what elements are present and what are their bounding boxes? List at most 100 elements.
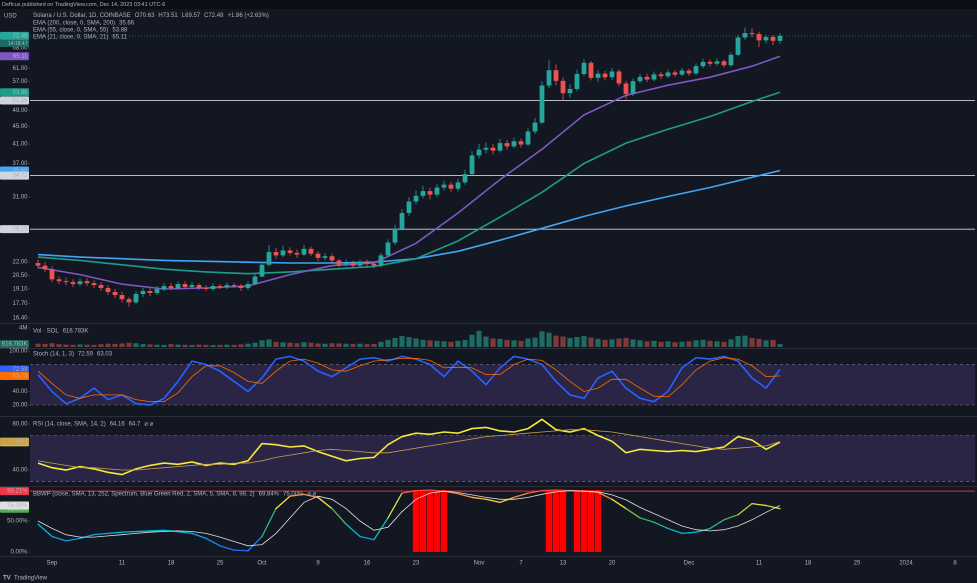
axis-badge-label: 98.21% bbox=[7, 489, 28, 495]
candle-body bbox=[623, 83, 629, 94]
candle-body bbox=[392, 229, 398, 243]
indicator-line bbox=[37, 418, 781, 476]
axis-badge-label: 72.48 bbox=[12, 34, 28, 40]
volume-bar bbox=[294, 343, 300, 347]
volume-bar bbox=[196, 344, 202, 347]
volume-bar bbox=[469, 334, 475, 347]
volume-bar bbox=[336, 343, 342, 347]
y-tick-label: 40.00 bbox=[12, 468, 28, 474]
candle-body bbox=[119, 295, 125, 300]
volume-bar bbox=[84, 344, 90, 347]
candle-body bbox=[238, 286, 244, 288]
candle-body bbox=[105, 287, 111, 292]
axis-badge-label: 65.11 bbox=[13, 54, 28, 60]
currency-label: USD bbox=[4, 14, 17, 20]
volume-bar bbox=[756, 338, 762, 347]
volume-bar bbox=[483, 336, 489, 347]
volume-bar bbox=[728, 339, 734, 347]
volume-bar bbox=[770, 339, 776, 347]
y-tick-label: 4M bbox=[19, 326, 27, 332]
x-tick-label: 11 bbox=[119, 561, 126, 567]
candle-body bbox=[532, 122, 538, 132]
candle-body bbox=[546, 70, 552, 86]
x-tick-label: 20 bbox=[609, 561, 616, 567]
volume-bar bbox=[735, 336, 741, 347]
candle-body bbox=[252, 276, 258, 285]
candle-body bbox=[763, 36, 769, 41]
indicator-segment bbox=[765, 504, 781, 510]
volume-bar bbox=[672, 342, 678, 347]
y-tick-label: 19.10 bbox=[12, 287, 28, 293]
candle-body bbox=[308, 248, 314, 254]
signal-bar bbox=[440, 489, 448, 553]
candle-body bbox=[700, 61, 706, 67]
legend-text: H73.51 bbox=[158, 13, 178, 19]
indicator-segment bbox=[611, 498, 627, 510]
volume-bar bbox=[602, 339, 608, 347]
candle-body bbox=[469, 155, 475, 175]
candle-body bbox=[679, 70, 685, 75]
indicator-segment bbox=[527, 489, 543, 494]
volume-bar bbox=[406, 337, 412, 347]
candle-body bbox=[161, 286, 167, 289]
indicator-segment bbox=[289, 493, 305, 497]
volume-bar bbox=[560, 336, 566, 347]
countdown-label: 14:18:47 bbox=[8, 41, 28, 47]
candle-body bbox=[112, 291, 118, 296]
candle-body bbox=[616, 71, 622, 84]
candle-body bbox=[602, 73, 608, 78]
volume-bar bbox=[350, 343, 356, 347]
y-tick-label: 22.00 bbox=[12, 260, 28, 266]
volume-bar bbox=[378, 341, 384, 347]
volume-bar bbox=[49, 343, 55, 347]
indicator-segment bbox=[37, 523, 53, 538]
published-note: Deffcus published on TradingView.com, De… bbox=[2, 2, 165, 8]
volume-bar bbox=[343, 343, 349, 347]
candle-body bbox=[350, 263, 356, 266]
volume-bar bbox=[441, 341, 447, 347]
candle-body bbox=[749, 33, 755, 35]
volume-bar bbox=[609, 339, 615, 347]
signal-bar bbox=[412, 489, 420, 553]
volume-bar bbox=[224, 344, 230, 347]
volume-bar bbox=[392, 337, 398, 347]
indicator-segment bbox=[359, 535, 375, 541]
legend-text: Vol · SOL bbox=[33, 329, 59, 335]
volume-bar bbox=[259, 340, 265, 347]
legend-text: 616.783K bbox=[63, 329, 89, 335]
candle-body bbox=[553, 70, 559, 81]
candle-body bbox=[77, 281, 83, 285]
x-tick-label: 7 bbox=[519, 561, 523, 567]
candle-body bbox=[735, 37, 741, 55]
axis-badge-label: 616.783K bbox=[2, 342, 28, 348]
candle-body bbox=[595, 73, 601, 78]
axis-badge bbox=[0, 31, 29, 40]
time-axis bbox=[0, 556, 977, 583]
volume-bar bbox=[588, 337, 594, 347]
volume-bar bbox=[434, 340, 440, 347]
candle-body bbox=[427, 191, 433, 195]
legend-text: 69.84% bbox=[259, 492, 280, 498]
candle-body bbox=[273, 252, 279, 256]
volume-bar bbox=[413, 338, 419, 347]
y-tick-label: 0.00% bbox=[10, 550, 28, 556]
axis-badge bbox=[0, 96, 29, 105]
volume-bar bbox=[147, 344, 153, 347]
indicator-line bbox=[37, 91, 781, 275]
x-tick-label: Sep bbox=[47, 561, 58, 567]
candle-body bbox=[714, 61, 720, 64]
volume-bar bbox=[763, 340, 769, 347]
axis-badge-label: 72.59 bbox=[12, 367, 28, 373]
volume-bar bbox=[245, 343, 251, 347]
volume-bar bbox=[98, 344, 104, 347]
candle-body bbox=[693, 66, 699, 74]
candle-body bbox=[336, 260, 342, 265]
volume-bar bbox=[420, 339, 426, 347]
volume-bar bbox=[693, 340, 699, 347]
legend-text: 64.16 bbox=[110, 422, 126, 428]
volume-bar bbox=[630, 339, 636, 347]
volume-bar bbox=[42, 343, 48, 347]
signal-bar bbox=[580, 489, 588, 553]
candle-body bbox=[686, 70, 692, 74]
